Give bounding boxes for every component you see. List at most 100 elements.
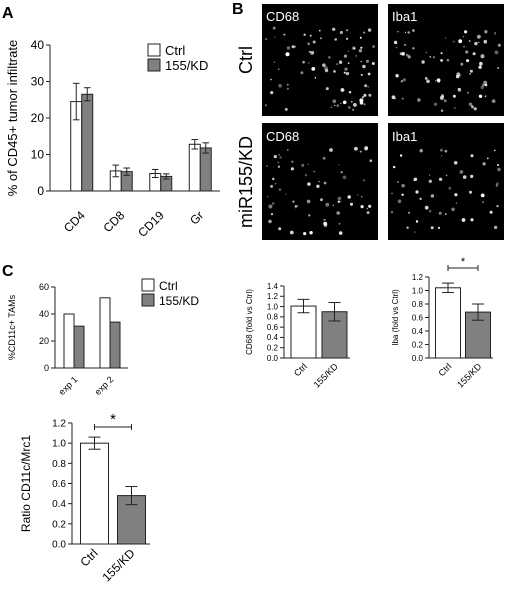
- micro-speck: [292, 200, 295, 203]
- micro-speck: [430, 194, 435, 198]
- micro-speck: [466, 59, 470, 63]
- chart-panel-c-bottom-sig-star: *: [110, 411, 116, 428]
- chart-panel-c-top-legend-label: Ctrl: [159, 279, 178, 293]
- micro-speck: [347, 50, 349, 52]
- micro-speck: [351, 46, 356, 50]
- micro-speck: [352, 109, 355, 111]
- micro-speck: [461, 218, 466, 222]
- micro-speck: [272, 177, 275, 181]
- micro-speck: [497, 67, 500, 69]
- micro-speck: [480, 85, 484, 90]
- chart-panel-c-bottom-y-label: Ratio CD11c/Mrc1: [19, 435, 33, 532]
- chart-panel-c-bottom-y-tick-label: 1.2: [52, 419, 66, 430]
- micro-speck: [368, 93, 372, 97]
- micro-speck: [473, 107, 477, 111]
- micro-speck: [436, 78, 441, 83]
- micro-speck: [369, 159, 373, 162]
- micro-speck: [468, 102, 473, 107]
- micro-speck: [343, 54, 347, 58]
- micro-speck: [353, 47, 356, 50]
- micro-speck: [323, 181, 327, 185]
- micro-speck: [316, 184, 320, 188]
- micro-speck: [332, 204, 334, 206]
- chart-panel-c-top-y-tick-label: 20: [39, 336, 49, 346]
- chart-panel-b-iba-y-label: Iba (fold vs Ctrl): [391, 289, 400, 346]
- micro-speck: [495, 184, 498, 187]
- micro-speck: [465, 50, 469, 54]
- micro-speck: [336, 104, 340, 107]
- micro-speck: [440, 52, 443, 55]
- micro-speck: [367, 86, 370, 88]
- micro-speck: [462, 175, 467, 179]
- micro-tile-kd-cd68: [262, 123, 378, 240]
- micro-speck: [360, 196, 363, 198]
- micro-speck: [440, 59, 443, 62]
- micro-speck: [362, 179, 365, 182]
- micro-speck: [372, 45, 376, 48]
- micro-speck: [404, 31, 407, 33]
- micro-speck: [359, 98, 364, 103]
- chart-panel-b-iba-x-tick-label: 155/KD: [455, 361, 484, 390]
- micro-speck: [443, 99, 447, 103]
- micro-speck: [464, 30, 468, 34]
- micro-speck: [478, 65, 482, 69]
- micro-speck: [425, 51, 427, 54]
- chart-panel-c-top-bar: [109, 321, 121, 369]
- micro-speck: [342, 175, 347, 180]
- micro-speck: [480, 54, 485, 59]
- micro-speck: [273, 61, 276, 63]
- micro-speck: [270, 78, 272, 81]
- micro-speck: [313, 170, 316, 173]
- micro-speck: [306, 199, 311, 204]
- micro-speck: [401, 97, 404, 100]
- chart-panel-b-cd68-x-tick-label: 155/KD: [312, 361, 341, 390]
- micro-speck: [320, 37, 322, 40]
- micro-speck: [496, 204, 499, 208]
- micro-speck: [444, 149, 448, 153]
- chart-panel-c-top-y-tick-label: 0: [44, 363, 49, 373]
- micro-speck: [399, 154, 403, 157]
- micro-speck: [283, 33, 286, 36]
- micro-speck: [497, 43, 501, 47]
- micro-speck: [274, 183, 277, 185]
- micro-speck: [320, 198, 323, 202]
- chart-panel-b-cd68-y-label: CD68 (fold vs Ctrl): [245, 289, 254, 355]
- chart-panel-a-legend-label: 155/KD: [165, 58, 208, 73]
- chart-panel-b-cd68-y-tick-label: 1.2: [267, 292, 279, 301]
- chart-panel-b-cd68-y-tick-label: 0.4: [267, 333, 279, 342]
- micro-speck: [348, 91, 352, 94]
- micro-speck: [419, 149, 423, 153]
- micro-speck: [343, 71, 346, 74]
- chart-panel-c-top-legend-label: 155/KD: [159, 294, 199, 308]
- micro-speck: [480, 193, 485, 198]
- micro-speck: [311, 67, 316, 71]
- micro-speck: [472, 52, 476, 56]
- micro-speck: [278, 227, 282, 231]
- micro-row-label-ctrl: Ctrl: [236, 46, 256, 74]
- micro-speck: [393, 165, 396, 169]
- micro-speck: [399, 52, 403, 56]
- chart-panel-c-top-x-tick-label: exp 1: [57, 374, 80, 397]
- micro-speck: [289, 230, 294, 235]
- chart-panel-b-cd68-y-tick-label: 0.2: [267, 344, 279, 353]
- micro-speck: [470, 218, 474, 222]
- micro-speck: [265, 104, 267, 107]
- micro-speck: [400, 80, 404, 83]
- micro-speck: [453, 161, 458, 165]
- micro-speck: [264, 37, 268, 41]
- micro-speck: [272, 26, 276, 30]
- chart-panel-a-legend-swatch: [147, 43, 161, 57]
- chart-panel-c-bottom-y-tick-label: 0.6: [52, 479, 66, 490]
- chart-panel-b-iba-y-tick-label: 1.2: [412, 273, 424, 282]
- micro-speck: [494, 50, 499, 55]
- micro-speck: [322, 63, 326, 67]
- micro-speck: [325, 87, 329, 91]
- micro-speck: [336, 63, 338, 65]
- micro-speck: [446, 58, 450, 62]
- micro-speck: [342, 100, 347, 105]
- chart-panel-a-y-tick-label: 0: [37, 184, 44, 198]
- micro-row-label-kd: miR155/KD: [236, 136, 256, 228]
- micro-speck: [353, 103, 357, 107]
- chart-panel-c-top-x-tick-label: exp 2: [93, 374, 116, 397]
- panel-c-letter: C: [2, 263, 14, 280]
